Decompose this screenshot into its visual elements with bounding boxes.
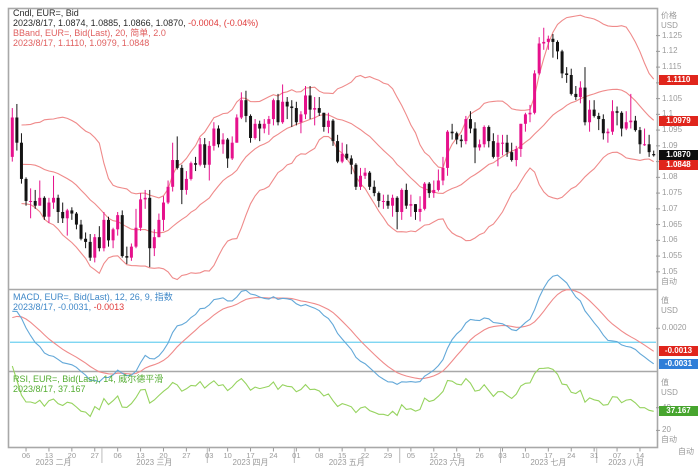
- time-axis-day: 08: [315, 451, 324, 460]
- price-pane-legend: Cndl, EUR=, Bid 2023/8/17, 1.0874, 1.088…: [13, 8, 258, 48]
- legend-rsi-values: 2023/8/17, 37.167: [13, 384, 86, 394]
- time-axis-month: 2023 七月: [530, 458, 567, 467]
- time-axis-month: 2023 八月: [608, 458, 645, 467]
- legend-bband-series: BBand, EUR=, Bid(Last), 20, 简单, 2.0: [13, 28, 166, 38]
- time-axis-day: 06: [113, 451, 122, 460]
- time-axis-day: 17: [246, 451, 255, 460]
- price-axis-tick: 1.115: [662, 62, 682, 72]
- time-axis-day: 05: [406, 451, 416, 460]
- time-axis-day: 24: [269, 451, 278, 460]
- legend-rsi-series: RSI, EUR=, Bid(Last), 14, 威尔德平滑: [13, 374, 164, 384]
- time-axis-day: 01: [292, 451, 301, 460]
- price-axis-tick: 1.07: [662, 203, 678, 213]
- time-axis-month: 2023 二月: [35, 458, 72, 467]
- rsi-pane-legend: RSI, EUR=, Bid(Last), 14, 威尔德平滑 2023/8/1…: [13, 374, 163, 394]
- price-axis-tick: 1.125: [662, 30, 683, 40]
- price-axis-tick: 1.095: [662, 125, 683, 135]
- time-axis-day: 27: [182, 451, 191, 460]
- time-axis-day: 17: [544, 451, 553, 460]
- price-axis-badge: 1.1110: [659, 74, 698, 85]
- macd-axis-tick: 0.0020: [662, 323, 687, 333]
- time-axis-day: 24: [567, 451, 576, 460]
- legend-change-value: -0.0004, (-0.04%): [188, 18, 259, 28]
- time-axis-day: 06: [21, 451, 31, 460]
- price-axis-tick: 1.1: [662, 109, 674, 119]
- time-axis-day: 14: [635, 451, 645, 460]
- legend-bband-values: 2023/8/17, 1.1110, 1.0979, 1.0848: [13, 38, 150, 48]
- macd-axis-badge: -0.0031: [659, 358, 698, 369]
- price-axis-badge: 1.0870: [659, 150, 698, 161]
- time-axis-day: 27: [90, 451, 99, 460]
- time-axis-day: 13: [44, 451, 54, 460]
- time-axis-auto[interactable]: 自动: [678, 447, 694, 456]
- rsi-axis-unit: USD: [661, 388, 678, 397]
- macd-axis-title: 值: [661, 296, 669, 305]
- macd-axis-unit: USD: [661, 306, 678, 315]
- time-axis-month: 2023 六月: [429, 458, 466, 467]
- price-axis-unit: USD: [661, 21, 678, 30]
- time-axis-day: 03: [498, 451, 507, 460]
- time-axis-month: 2023 四月: [232, 458, 269, 467]
- time-axis-day: 31: [589, 451, 599, 460]
- macd-axis-badge: -0.0013: [659, 346, 698, 357]
- time-axis-month: 2023 五月: [328, 458, 365, 467]
- time-axis-day: 13: [136, 451, 145, 460]
- price-axis-auto[interactable]: 自动: [661, 277, 677, 286]
- time-axis-day: 10: [223, 451, 232, 460]
- price-axis-badge: 1.0979: [659, 115, 698, 126]
- legend-candle-values: 2023/8/17, 1.0874, 1.0885, 1.0866, 1.087…: [13, 18, 259, 28]
- price-axis-tick: 1.05: [662, 266, 678, 276]
- macd-pane-legend: MACD, EUR=, Bid(Last), 12, 26, 9, 指数 202…: [13, 292, 173, 312]
- price-axis-tick: 1.06: [662, 235, 678, 245]
- price-axis-tick: 1.065: [662, 219, 683, 229]
- time-axis-day: 29: [383, 451, 393, 460]
- legend-macd-series: MACD, EUR=, Bid(Last), 12, 26, 9, 指数: [13, 292, 173, 302]
- rsi-axis-tick: 20: [662, 425, 671, 435]
- time-axis-day: 07: [612, 451, 622, 460]
- time-axis-day: 03: [205, 451, 214, 460]
- time-axis-day: 22: [360, 451, 370, 460]
- time-axis-day: 26: [475, 451, 484, 460]
- legend-candle-series: Cndl, EUR=, Bid: [13, 8, 79, 18]
- time-axis-day: 12: [429, 451, 438, 460]
- time-axis-day: 10: [521, 451, 530, 460]
- rsi-axis-auto[interactable]: 自动: [661, 435, 677, 444]
- price-axis-tick: 1.055: [662, 251, 683, 261]
- time-axis-day: 20: [159, 451, 168, 460]
- legend-macd-values: 2023/8/17, -0.0031, -0.0013: [13, 302, 125, 312]
- price-axis-title: 价格: [661, 11, 677, 20]
- price-axis-tick: 1.12: [662, 46, 678, 56]
- time-axis-day: 20: [67, 451, 77, 460]
- time-axis-day: 19: [452, 451, 461, 460]
- legend-macd-signal-value: -0.0013: [93, 302, 125, 312]
- rsi-axis-title: 值: [661, 378, 669, 387]
- time-axis-month: 2023 三月: [136, 458, 173, 467]
- price-axis-tick: 1.08: [662, 172, 678, 182]
- price-axis-tick: 1.09: [662, 140, 678, 150]
- price-axis-badge: 1.0848: [659, 160, 698, 171]
- price-axis-tick: 1.075: [662, 188, 683, 198]
- time-axis-day: 15: [337, 451, 347, 460]
- price-axis-tick: 1.105: [662, 93, 683, 103]
- rsi-axis-badge: 37.167: [659, 405, 698, 416]
